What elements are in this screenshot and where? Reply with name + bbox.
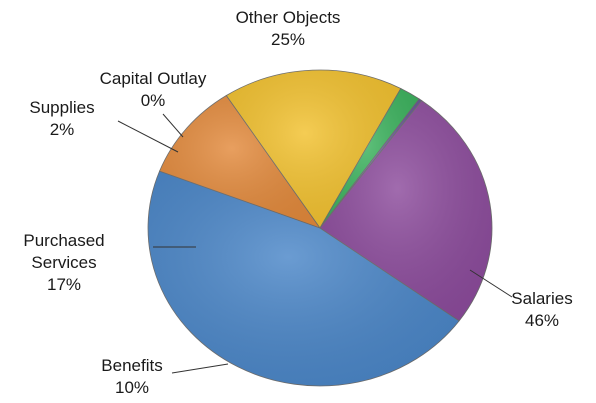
pie-slice-shade: [148, 171, 460, 386]
slice-label-salaries: Salaries 46%: [511, 289, 572, 330]
slice-name: Purchased: [23, 231, 104, 250]
slice-label-other-objects: Other Objects 25%: [236, 8, 341, 49]
slice-percent: 2%: [50, 120, 75, 139]
slice-percent: 25%: [271, 30, 305, 49]
slice-name: Supplies: [29, 98, 94, 117]
slice-label-capital-outlay: Capital Outlay 0%: [100, 69, 207, 110]
slice-name: Salaries: [511, 289, 572, 308]
slice-percent: 0%: [141, 91, 166, 110]
slice-percent: 46%: [525, 311, 559, 330]
leader-line: [469, 269, 513, 298]
pie-slice-shade: [226, 69, 401, 228]
slice-percent: 10%: [115, 378, 149, 397]
slice-label-purchased-services: Purchased Services 17%: [23, 231, 104, 294]
slice-label-benefits: Benefits 10%: [101, 356, 162, 397]
slice-label-supplies: Supplies 2%: [29, 98, 94, 139]
slice-name: Other Objects: [236, 8, 341, 27]
leader-line: [162, 113, 184, 138]
slice-name: Capital Outlay: [100, 69, 207, 88]
slice-percent: 17%: [47, 275, 81, 294]
pie-slice-shade: [159, 95, 320, 229]
leader-line: [117, 120, 179, 153]
slice-name: Benefits: [101, 356, 162, 375]
pie-slice-shade: [320, 88, 420, 228]
slice-name: Services: [31, 253, 96, 272]
leader-line: [171, 363, 229, 374]
pie-slice-shade: [320, 100, 493, 321]
